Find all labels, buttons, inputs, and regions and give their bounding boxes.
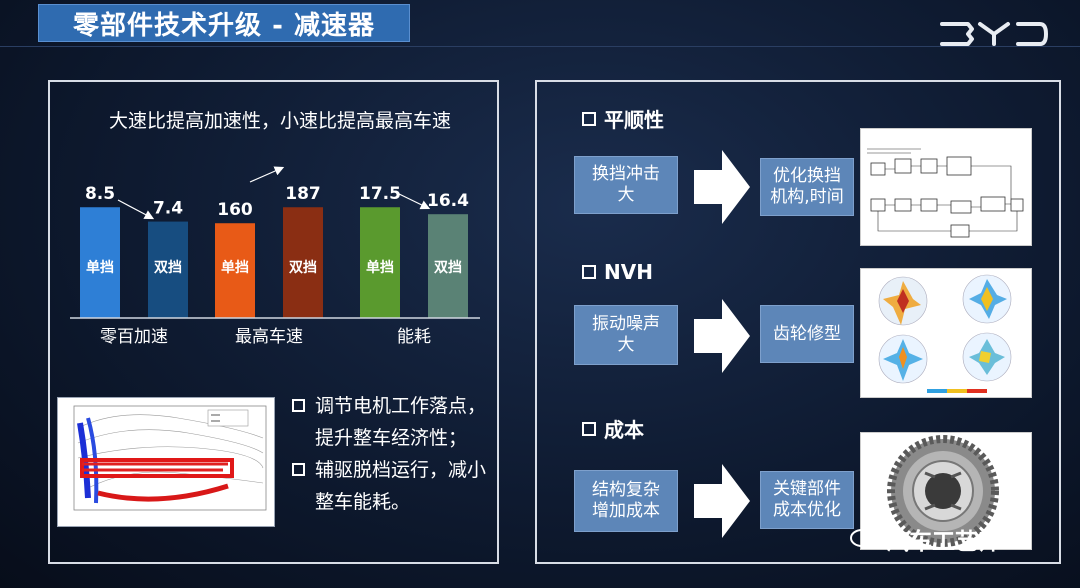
data-label: 160 bbox=[217, 200, 253, 220]
checkbox-icon bbox=[582, 265, 596, 279]
bar-label: 双挡 bbox=[434, 259, 462, 276]
section-heading-cost: 成本 bbox=[582, 414, 644, 443]
bar bbox=[148, 221, 188, 318]
bar bbox=[283, 207, 323, 318]
connector-arrow bbox=[394, 191, 431, 210]
checkbox-icon bbox=[582, 111, 596, 126]
bullet-text: 辅驱脱档运行，减小整车能耗。 bbox=[315, 459, 487, 513]
bar-label: 双挡 bbox=[289, 259, 317, 276]
gear-contact-plots-graphic bbox=[878, 274, 1012, 393]
arrow-right-icon bbox=[694, 299, 750, 373]
bullet-text: 调节电机工作落点，提升整车经济性； bbox=[315, 395, 487, 449]
solution-box-gear-modification: 齿轮修型 bbox=[760, 305, 854, 363]
watermark-text: 汽车工艺师 bbox=[886, 529, 1001, 555]
bar-label: 双挡 bbox=[154, 259, 182, 276]
arrow-right-icon bbox=[694, 464, 750, 538]
efficiency-map-graphic bbox=[73, 405, 267, 511]
bar-label: 单挡 bbox=[366, 259, 394, 276]
bar-label: 单挡 bbox=[86, 259, 114, 276]
category-tick-label: 能耗 bbox=[397, 327, 431, 347]
category-tick-label: 零百加速 bbox=[100, 327, 168, 347]
checkbox-icon bbox=[292, 463, 305, 476]
gear-photo-graphic bbox=[887, 435, 999, 547]
byd-logo bbox=[940, 22, 1048, 46]
data-label: 17.5 bbox=[359, 184, 401, 204]
gear-contact-pattern-image bbox=[860, 268, 1032, 398]
title-banner: 零部件技术升级 - 减速器 bbox=[38, 4, 410, 42]
bar bbox=[215, 223, 255, 318]
gear-comparison-chart: 单挡 8.5 双挡 7.4 零百加速 单挡 160 双挡 187 最高车速 单挡 17.5 双挡 16.4… bbox=[70, 166, 480, 347]
data-label: 187 bbox=[285, 184, 321, 204]
problem-box-complex-structure: 结构复杂 增加成本 bbox=[574, 470, 678, 532]
solution-box-optimize-shift: 优化换挡 机构,时间 bbox=[760, 158, 854, 216]
header-divider bbox=[0, 46, 1080, 47]
arrow-right-icon bbox=[694, 150, 750, 224]
left-panel bbox=[48, 80, 499, 564]
checkbox-icon bbox=[292, 399, 305, 412]
control-block-diagram-image bbox=[860, 128, 1032, 246]
category-tick-label: 最高车速 bbox=[235, 327, 303, 347]
chart-title: 大速比提高加速性，小速比提高最高车速 bbox=[108, 110, 451, 132]
synchronizer-gear-image bbox=[860, 432, 1032, 550]
data-label: 16.4 bbox=[427, 191, 469, 211]
problem-box-shift-shock: 换挡冲击 大 bbox=[574, 156, 678, 214]
data-label: 8.5 bbox=[85, 184, 115, 204]
bullet-item: 辅驱脱档运行，减小整车能耗。 bbox=[290, 454, 490, 518]
bar-label: 单挡 bbox=[221, 259, 249, 276]
problem-box-vibration-noise: 振动噪声 大 bbox=[574, 305, 678, 365]
data-label: 7.4 bbox=[153, 199, 183, 219]
solution-box-cost-optimization: 关键部件 成本优化 bbox=[760, 471, 854, 529]
watermark: 汽车工艺师 bbox=[850, 522, 1050, 556]
bar bbox=[360, 207, 400, 318]
page-title: 零部件技术升级 - 减速器 bbox=[73, 10, 375, 41]
section-heading-smoothness: 平顺性 bbox=[582, 104, 664, 133]
section-heading-nvh: NVH bbox=[582, 260, 653, 284]
bullet-item: 调节电机工作落点，提升整车经济性； bbox=[290, 390, 490, 454]
bar bbox=[80, 207, 120, 318]
block-diagram-graphic bbox=[867, 148, 1024, 238]
connector-arrow bbox=[249, 166, 285, 183]
wechat-icon bbox=[850, 529, 878, 548]
bar bbox=[428, 214, 468, 318]
checkbox-icon bbox=[582, 421, 596, 436]
motor-efficiency-map-image bbox=[57, 397, 275, 527]
right-panel bbox=[535, 80, 1061, 564]
left-bullet-list: 调节电机工作落点，提升整车经济性； 辅驱脱档运行，减小整车能耗。 bbox=[290, 390, 490, 518]
connector-arrow bbox=[117, 199, 155, 220]
